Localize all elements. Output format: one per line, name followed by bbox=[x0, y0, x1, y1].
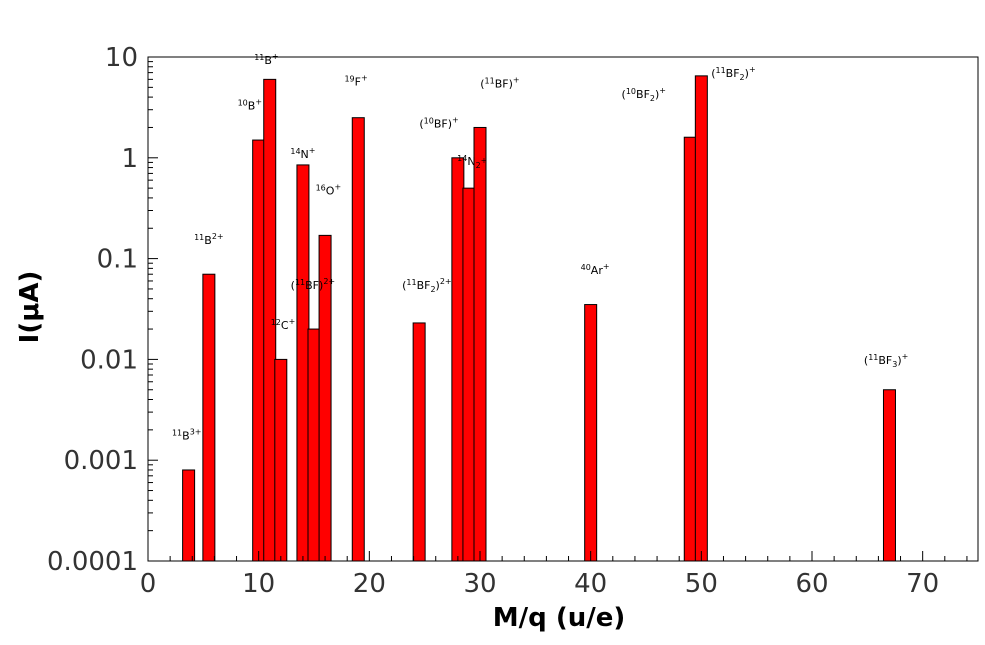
x-tick-label-2: 20 bbox=[353, 569, 386, 599]
x-tick-label-4: 40 bbox=[574, 569, 607, 599]
x-tick-label-6: 60 bbox=[795, 569, 828, 599]
x-tick-label-0: 0 bbox=[140, 569, 157, 599]
bar-annotation-11: 14N2+ bbox=[457, 154, 487, 170]
bar-0 bbox=[182, 469, 196, 562]
ticks-layer bbox=[148, 56, 968, 562]
y-tick-label-5: 10 bbox=[105, 43, 138, 73]
bar-9 bbox=[412, 322, 426, 562]
bar-13 bbox=[584, 304, 598, 562]
bar-annotation-15: (11BF2)+ bbox=[711, 65, 755, 82]
tick-labels-layer: 0 10 20 30 40 50 60 70 0.0001 0.001 0.01 0.1 1 10 bbox=[47, 43, 939, 599]
bar-annotation-9: (11BF2)2+ bbox=[402, 277, 452, 294]
bar-8 bbox=[351, 117, 365, 562]
bar-15 bbox=[694, 75, 708, 562]
annotations-layer: 11B3+ 11B2+ 10B+ 11B+ 12C+ 14N+ (11BF)2+ 16O+ 19… bbox=[172, 52, 908, 443]
y-tick-label-0: 0.0001 bbox=[47, 547, 138, 577]
bar-annotation-13: 40Ar+ bbox=[581, 262, 610, 277]
y-tick-label-2: 0.01 bbox=[80, 345, 138, 375]
bar-annotation-7: 16O+ bbox=[316, 183, 342, 198]
bar-5 bbox=[296, 164, 310, 562]
y-axis-title: I(μA) bbox=[15, 271, 45, 344]
bar-annotation-16: (11BF3)+ bbox=[864, 352, 908, 369]
bar-annotation-3: 11B+ bbox=[254, 52, 278, 67]
bar-annotation-8: 19F+ bbox=[344, 74, 367, 89]
bar-10 bbox=[451, 157, 465, 562]
bar-16 bbox=[882, 389, 896, 562]
bar-12 bbox=[473, 126, 487, 562]
bar-11 bbox=[462, 187, 476, 562]
bar-annotation-2: 10B+ bbox=[238, 98, 262, 113]
bar-3 bbox=[263, 78, 277, 562]
bar-annotation-1: 11B2+ bbox=[194, 232, 224, 247]
bar-annotation-6: (11BF)2+ bbox=[291, 277, 335, 292]
y-tick-label-1: 0.001 bbox=[64, 446, 138, 476]
bar-6 bbox=[307, 328, 321, 562]
bar-14 bbox=[683, 136, 697, 562]
bar-4 bbox=[274, 358, 288, 562]
x-tick-label-7: 70 bbox=[906, 569, 939, 599]
bar-annotation-0: 11B3+ bbox=[172, 428, 202, 443]
bar-2 bbox=[252, 139, 266, 562]
bar-annotation-5: 14N+ bbox=[290, 146, 315, 161]
bar-annotation-10: (10BF)+ bbox=[419, 115, 458, 130]
x-tick-label-1: 10 bbox=[242, 569, 275, 599]
x-tick-label-5: 50 bbox=[685, 569, 718, 599]
bars-layer bbox=[182, 75, 896, 562]
bar-annotation-4: 12C+ bbox=[271, 317, 296, 332]
bar-annotation-12: (11BF)+ bbox=[480, 75, 519, 90]
bar-annotation-14: (10BF2)+ bbox=[622, 86, 666, 103]
y-tick-label-4: 1 bbox=[121, 144, 138, 174]
x-axis-title: M/q (u/e) bbox=[493, 603, 625, 633]
y-tick-label-3: 0.1 bbox=[97, 245, 138, 275]
x-tick-label-3: 30 bbox=[463, 569, 496, 599]
plot-frame bbox=[147, 56, 979, 562]
bar-1 bbox=[202, 273, 216, 562]
